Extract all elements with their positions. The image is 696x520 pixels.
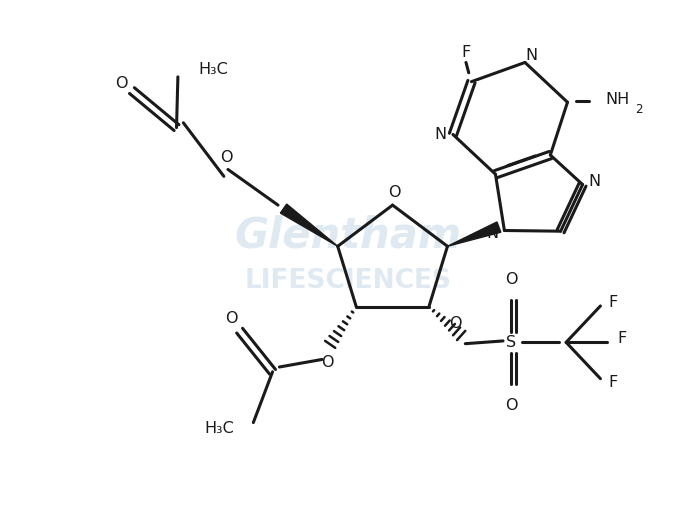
Text: O: O (388, 185, 400, 200)
Text: N: N (589, 174, 601, 189)
Text: 2: 2 (635, 102, 643, 115)
Text: F: F (608, 374, 618, 389)
Text: H₃C: H₃C (204, 421, 234, 436)
Text: S: S (506, 335, 516, 350)
Text: O: O (225, 311, 237, 327)
Text: O: O (505, 398, 518, 413)
Text: LIFESCIENCES: LIFESCIENCES (244, 268, 452, 294)
Text: F: F (617, 331, 626, 346)
Polygon shape (280, 204, 338, 246)
Text: O: O (321, 355, 333, 370)
Text: Glentham: Glentham (235, 215, 461, 257)
Text: O: O (221, 150, 233, 165)
Text: N: N (486, 226, 498, 241)
Polygon shape (448, 222, 501, 246)
Text: NH: NH (606, 92, 629, 107)
Text: O: O (450, 316, 462, 331)
Text: F: F (461, 45, 470, 60)
Text: N: N (434, 127, 447, 142)
Text: H₃C: H₃C (198, 62, 228, 77)
Text: F: F (608, 295, 618, 310)
Text: O: O (116, 76, 128, 91)
Text: N: N (525, 48, 538, 63)
Text: O: O (505, 272, 518, 288)
